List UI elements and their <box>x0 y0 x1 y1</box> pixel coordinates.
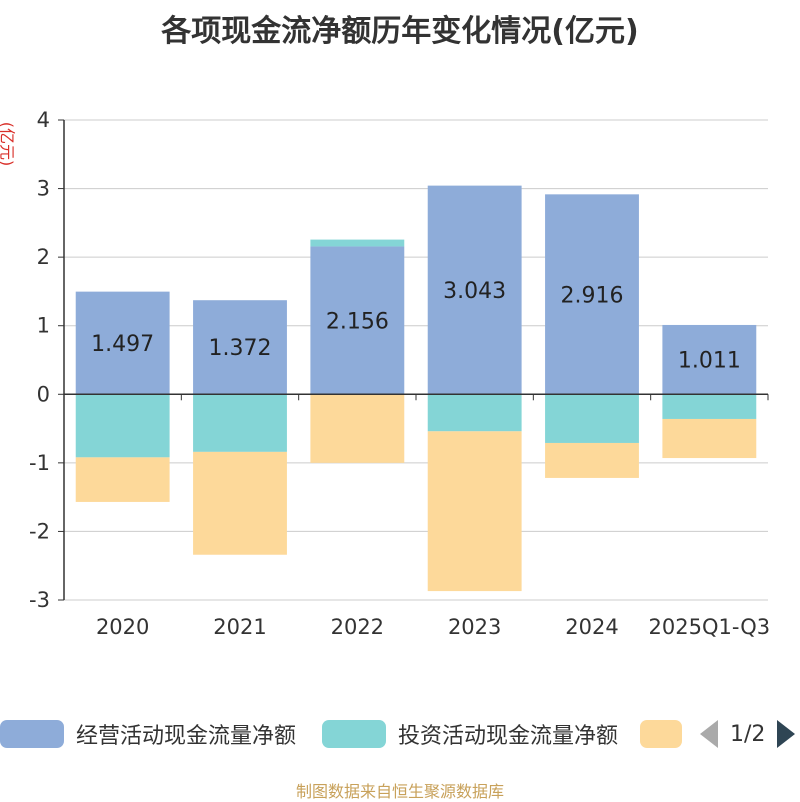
bar-series2-2022 <box>310 394 405 463</box>
x-tick-label: 2020 <box>96 615 149 639</box>
y-tick-label: -1 <box>29 451 50 475</box>
bar-series0-2022 <box>310 246 405 395</box>
x-tick-label: 2023 <box>448 615 501 639</box>
legend-item-investing[interactable]: 投资活动现金流量净额 <box>322 718 618 750</box>
chart-title: 各项现金流净额历年变化情况(亿元) <box>161 14 639 49</box>
bar-series2-2025Q1-Q3 <box>662 418 757 459</box>
legend-swatch-investing <box>322 720 386 748</box>
bar-series2-2021 <box>193 451 287 555</box>
legend-swatch-financing <box>640 720 682 748</box>
data-label: 3.043 <box>443 279 506 304</box>
bar-series2-2020 <box>75 457 170 502</box>
legend-label-operating: 经营活动现金流量净额 <box>76 724 297 749</box>
x-tick-label: 2024 <box>565 615 618 639</box>
y-tick-label: 0 <box>37 382 50 406</box>
bar-series0-2021 <box>193 300 287 395</box>
y-tick-label: 1 <box>37 314 50 338</box>
y-tick-label: 4 <box>37 108 50 132</box>
bar-series1-2023 <box>427 394 522 432</box>
data-source-note: 制图数据来自恒生聚源数据库 <box>295 782 504 801</box>
legend-swatch-operating <box>0 720 64 748</box>
data-label: 2.916 <box>561 283 624 308</box>
bar-series0-2023 <box>427 185 522 395</box>
x-tick-label: 2021 <box>213 615 266 639</box>
bar-series1-2021 <box>193 394 287 452</box>
data-label: 1.011 <box>678 349 741 374</box>
data-label: 1.497 <box>91 332 154 357</box>
data-label: 1.372 <box>209 336 272 361</box>
y-tick-label: -3 <box>29 588 50 612</box>
bar-series1-2022 <box>310 239 405 247</box>
y-tick-label: 2 <box>37 245 50 269</box>
legend-item-financing[interactable] <box>640 718 694 750</box>
bar-series2-2024 <box>545 442 639 478</box>
x-tick-label: 2025Q1-Q3 <box>649 615 771 639</box>
data-label: 2.156 <box>326 309 389 334</box>
legend-page-indicator: 1/2 <box>730 721 766 747</box>
legend-pager: 1/2 <box>700 718 796 750</box>
legend-prev-page-icon[interactable] <box>700 720 718 748</box>
legend: 经营活动现金流量净额 投资活动现金流量净额 <box>0 718 800 750</box>
bar-series1-2024 <box>545 394 639 443</box>
y-tick-label: -2 <box>29 519 50 543</box>
bar-series0-2020 <box>75 291 170 395</box>
bar-series0-2024 <box>545 194 639 395</box>
bar-series1-2020 <box>75 394 170 458</box>
bar-series1-2025Q1-Q3 <box>662 394 757 419</box>
legend-label-investing: 投资活动现金流量净额 <box>398 724 619 749</box>
bar-series2-2023 <box>427 431 522 592</box>
bar-chart: -3 -2 -1 0 1 2 3 4 1.497 1.372 2.156 3.043 2.916 1.01… <box>29 108 771 639</box>
x-tick-label: 2022 <box>331 615 384 639</box>
legend-next-page-icon[interactable] <box>777 720 796 748</box>
bar-series0-2025Q1-Q3 <box>662 324 757 395</box>
legend-item-operating[interactable]: 经营活动现金流量净额 <box>0 718 296 750</box>
y-tick-label: 3 <box>37 177 50 201</box>
